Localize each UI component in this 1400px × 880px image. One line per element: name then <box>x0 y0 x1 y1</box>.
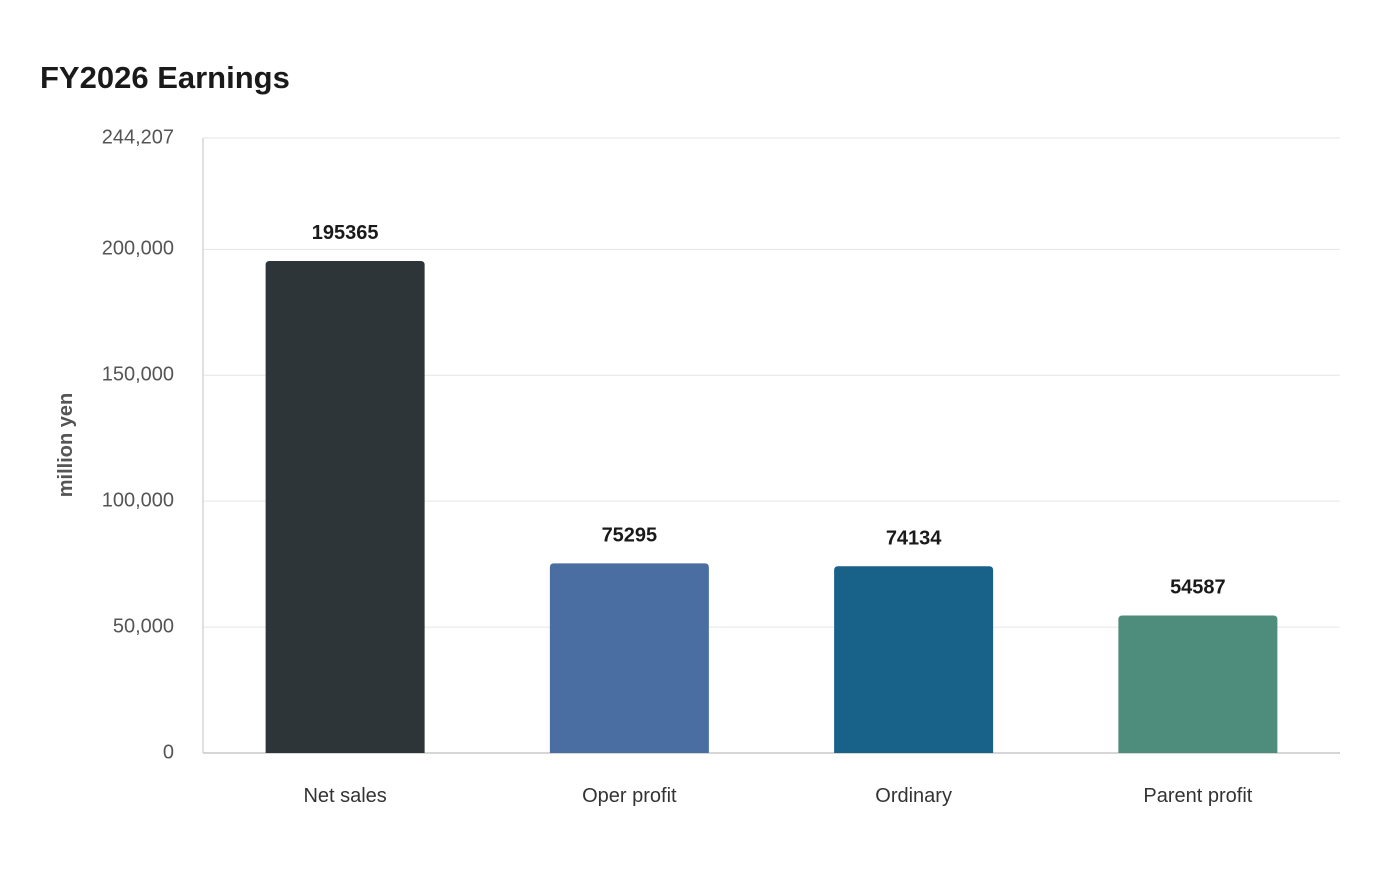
x-tick-label: Net sales <box>303 785 386 807</box>
bar-oper-profit <box>549 563 709 753</box>
x-tick-label: Oper profit <box>582 785 677 807</box>
x-tick-label: Parent profit <box>1143 785 1252 807</box>
y-axis-title: million yen <box>55 393 77 497</box>
data-label: 75295 <box>602 524 658 546</box>
chart-title: FY2026 Earnings <box>40 60 290 95</box>
y-tick-label: 100,000 <box>102 489 174 511</box>
data-label: 74134 <box>886 527 942 549</box>
bar-net-sales <box>265 261 425 753</box>
bar-parent-profit <box>1118 615 1278 753</box>
bars <box>265 261 1278 753</box>
y-tick-label: 244,207 <box>102 126 174 148</box>
x-tick-label: Ordinary <box>875 785 952 807</box>
y-tick-label: 0 <box>163 741 174 763</box>
y-tick-label: 150,000 <box>102 364 174 386</box>
y-tick-label: 200,000 <box>102 238 174 260</box>
bar-ordinary <box>834 566 994 753</box>
labels: 0 50,000 100,000 150,000 200,000 244,207 milli… <box>55 126 1253 807</box>
data-label: 54587 <box>1170 577 1226 599</box>
data-label: 195365 <box>312 222 379 244</box>
y-tick-label: 50,000 <box>113 615 174 637</box>
